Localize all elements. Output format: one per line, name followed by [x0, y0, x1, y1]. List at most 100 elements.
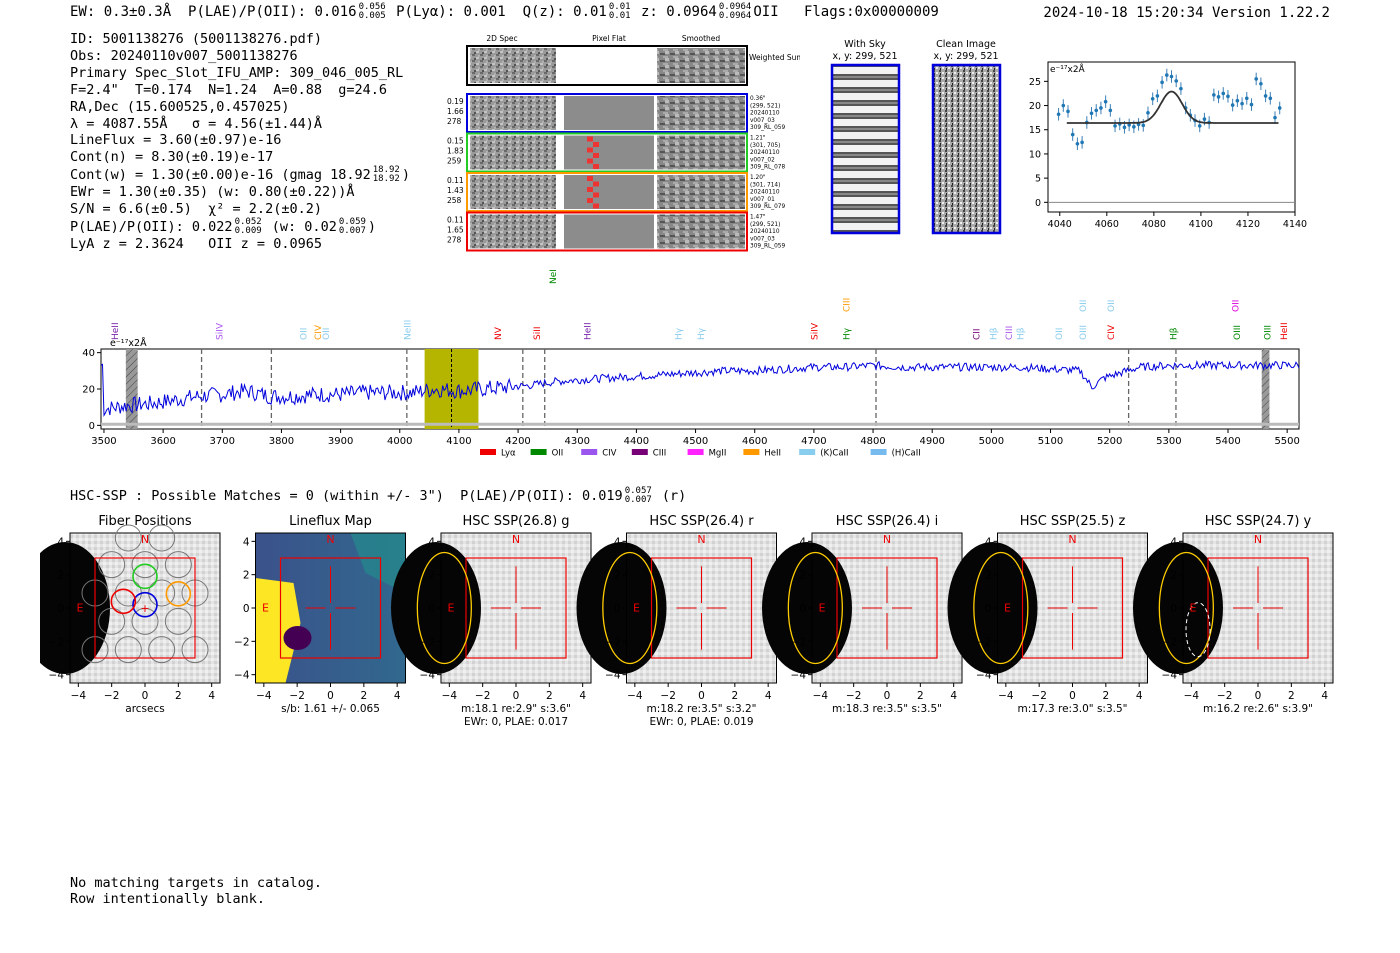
east-label: E: [448, 601, 455, 614]
emission-line-label: SiII: [533, 326, 543, 340]
zoom-datapoint: [1212, 93, 1216, 97]
panel-xtick-label: −4: [1184, 690, 1200, 702]
east-label: E: [819, 601, 826, 614]
panel-ytick-label: 4: [799, 536, 806, 548]
zoom-datapoint: [1249, 102, 1254, 107]
panel-caption: m:18.3 re:3.5" s:3.5": [832, 703, 942, 715]
fiber-circle: [131, 607, 159, 635]
imaging-panel: HSC SSP(25.5) z N E −4 −4 −2 −2 0 0 2 2 4 4 m:17.3 re…: [947, 514, 1148, 715]
spectrum-xtick-label: 4400: [624, 436, 649, 447]
panel-caption: s/b: 1.61 +/- 0.065: [281, 703, 380, 715]
panel-ytick-label: −4: [49, 670, 65, 682]
zoom-xtick-label: 4140: [1283, 219, 1307, 230]
spectrum-xtick-label: 3700: [210, 436, 235, 447]
panel-xtick-label: 4: [1136, 690, 1143, 702]
cutout-row-meta: 1.20": [750, 175, 766, 181]
cutout-row-meta: 20240110: [750, 190, 780, 196]
emission-line-label: OIII: [1079, 325, 1089, 340]
zoom-datapoint: [1099, 106, 1103, 110]
spectrum-xtick-label: 5300: [1156, 436, 1181, 447]
zoom-datapoint: [1066, 109, 1070, 114]
zoom-datapoint: [1230, 103, 1235, 107]
panel-xtick-label: −4: [998, 690, 1014, 702]
panel-caption: m:17.3 re:3.0" s:3.5": [1018, 703, 1128, 715]
spectrum-xtick-label: 3800: [269, 436, 294, 447]
cutout-row-stat: 278: [447, 236, 462, 245]
panel-xtick-label: −2: [1031, 690, 1046, 702]
east-label: E: [77, 601, 84, 614]
panel-ytick-label: −4: [605, 670, 621, 682]
panel-xtick-label: −4: [256, 690, 272, 702]
cutout-row-meta: 20240110: [750, 111, 780, 117]
cutout-row-meta: 1.47": [750, 215, 766, 221]
clean-image-xy: x, y: 299, 521: [933, 51, 998, 62]
panel-ytick-label: 0: [799, 603, 806, 615]
bad-pixel-mark: [593, 203, 599, 209]
header-plae-range: 0.056 0.005: [358, 2, 386, 21]
zoom-datapoint: [1094, 108, 1099, 113]
info-lyaz: LyA z = 2.3624 OII z = 0.0965: [70, 236, 322, 253]
col-title-pixelflat: Pixel Flat: [592, 34, 626, 43]
panel-title: HSC SSP(25.5) z: [1020, 514, 1126, 529]
zoom-datapoint: [1056, 112, 1061, 117]
spectrum-ylabel: e⁻¹⁷x2Å: [110, 337, 147, 349]
cutout-row-frame: [466, 211, 748, 252]
zoom-datapoint: [1254, 77, 1258, 81]
lineflux-mid-region: [350, 533, 406, 593]
zoom-xtick-label: 4060: [1095, 219, 1119, 230]
panel-ytick-label: 4: [57, 536, 64, 548]
legend-swatch: [530, 449, 547, 455]
legend-label: HeII: [764, 449, 781, 459]
north-label: N: [697, 533, 705, 546]
panel-xtick-label: 2: [360, 690, 367, 702]
panel-title: HSC SSP(24.7) y: [1205, 514, 1312, 529]
galaxy-aperture-ellipse: [787, 551, 843, 665]
cutout-pixelflat: [564, 96, 654, 130]
east-label: E: [1190, 601, 1197, 614]
panel-xtick-label: 0: [142, 690, 149, 702]
emission-line-label: CII: [973, 328, 983, 340]
zoom-datapoint: [1141, 123, 1146, 128]
imaging-panel: Fiber Positions + N E −4 −4 −2 −2 0 0 2 2 4 4 arcsecs: [40, 514, 221, 715]
masked-band: [125, 349, 138, 429]
with-sky-title: With Sky: [844, 39, 886, 50]
header-q: Q(z): 0.01: [522, 4, 607, 20]
spectrum-xtick-label: 4200: [505, 436, 530, 447]
cutout-row-stat: 1.66: [447, 107, 464, 116]
fiber-highlight: [132, 563, 158, 590]
cutout-row-stat: 1.83: [447, 147, 464, 156]
zoom-datapoint: [1268, 96, 1273, 101]
legend-swatch: [687, 449, 704, 455]
panel-ytick-label: 4: [428, 536, 435, 548]
panel-ytick-label: 0: [985, 603, 992, 615]
east-label: E: [1004, 601, 1011, 614]
bright-galaxy: [391, 542, 481, 674]
sky-cutouts: With Sky x, y: 299, 521 Clean Image x, y…: [830, 39, 1002, 235]
cutout-row-meta: v007_01: [750, 197, 775, 203]
spectrum-xtick-label: 4500: [683, 436, 708, 447]
emission-line-label: HeII: [1280, 322, 1290, 340]
panel-xtick-label: −4: [71, 690, 87, 702]
clean-image-title: Clean Image: [936, 39, 996, 50]
panel-ytick-label: −2: [1162, 636, 1177, 648]
emission-line-label: OII: [322, 328, 332, 340]
panel-ytick-label: 0: [614, 603, 621, 615]
legend-label: CIII: [653, 449, 666, 459]
panel-xtick-label: −2: [660, 690, 675, 702]
bad-pixel-mark: [593, 164, 599, 169]
east-label: E: [633, 601, 640, 614]
col-title-2dspec: 2D Spec: [486, 34, 517, 43]
legend-label: OII: [552, 449, 564, 459]
emission-line-label: NV: [494, 326, 504, 340]
clean-image: [931, 63, 1002, 235]
legend-swatch: [581, 449, 598, 455]
panel-xtick-label: 2: [546, 690, 553, 702]
panel-ytick-label: 0: [57, 603, 64, 615]
cutout-row-stat: 259: [447, 157, 462, 166]
catalog-note: No matching targets in catalog. Row inte…: [70, 875, 322, 907]
info-lineflux: LineFlux = 3.60(±0.97)e-16: [70, 132, 282, 149]
info-id: ID: 5001138276 (5001138276.pdf): [70, 31, 322, 47]
catalog-match-ellipse: [1185, 602, 1211, 658]
zoom-datapoint: [1259, 81, 1263, 86]
